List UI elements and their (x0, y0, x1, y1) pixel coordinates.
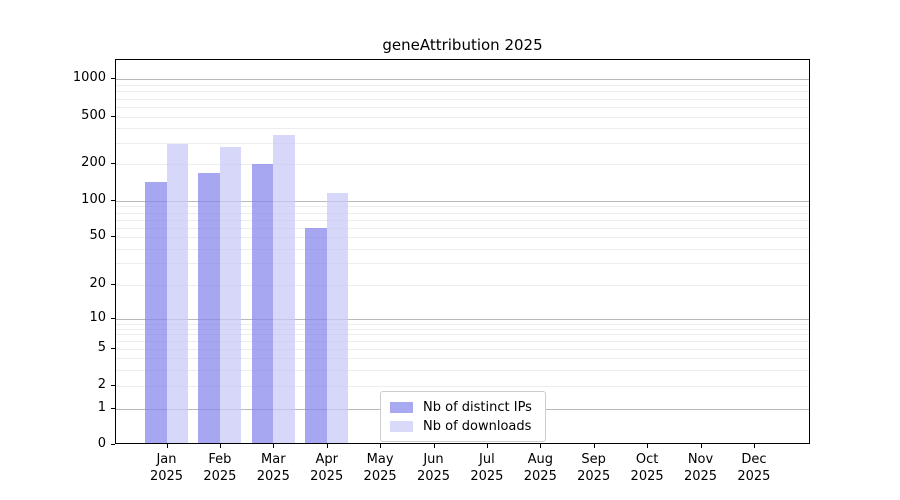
gridline-y-60 (116, 227, 809, 229)
bar-distinct-ips-apr (305, 228, 327, 443)
gridline-y-6 (116, 341, 809, 343)
x-tick-jul (486, 444, 488, 448)
y-tick-label-10: 10 (89, 310, 106, 325)
gridline-y-700 (116, 98, 809, 100)
y-tick-1 (111, 408, 115, 409)
x-tick-label-jul: Jul 2025 (470, 452, 504, 484)
y-tick-label-500: 500 (81, 108, 106, 123)
y-tick-label-0: 0 (97, 436, 106, 451)
x-tick-label-aug: Aug 2025 (523, 452, 557, 484)
gridline-y-600 (116, 107, 809, 108)
x-tick-label-mar: Mar 2025 (256, 452, 290, 484)
y-tick-label-20: 20 (89, 275, 106, 291)
legend-label-downloads: Nb of downloads (423, 419, 532, 434)
x-tick-apr (326, 444, 328, 448)
x-tick-label-sep: Sep 2025 (577, 452, 611, 484)
gridline-y-10 (116, 319, 809, 320)
gridline-y-100 (116, 201, 809, 202)
legend-swatch-downloads (390, 421, 413, 432)
y-tick-label-5: 5 (97, 340, 106, 355)
y-tick-1000 (111, 78, 115, 79)
plot-area: Nb of distinct IPs Nb of downloads (115, 59, 810, 444)
gridline-y-800 (116, 91, 809, 93)
x-tick-oct (647, 444, 649, 448)
gridline-y-4 (116, 358, 809, 359)
bar-downloads-jan (166, 143, 188, 443)
gridline-y-1000 (116, 79, 809, 80)
x-tick-nov (700, 444, 702, 448)
x-tick-label-jun: Jun 2025 (416, 452, 451, 484)
y-tick-2 (111, 385, 115, 386)
gridline-y-900 (116, 84, 809, 86)
gridline-y-400 (116, 128, 809, 130)
gridline-y-7 (116, 334, 809, 336)
y-tick-label-50: 50 (89, 228, 106, 243)
y-tick-200 (111, 163, 115, 164)
gridline-y-30 (116, 263, 809, 265)
bar-downloads-feb (219, 146, 242, 443)
y-tick-500 (111, 116, 115, 117)
gridline-y-2 (116, 386, 809, 387)
gridline-y-3 (116, 369, 809, 371)
gridline-y-8 (116, 328, 809, 330)
bar-downloads-apr (326, 192, 349, 443)
x-tick-label-nov: Nov 2025 (683, 452, 718, 484)
legend-item-downloads: Nb of downloads (390, 417, 537, 436)
gridline-y-80 (116, 212, 809, 214)
y-tick-label-100: 100 (81, 192, 106, 207)
gridline-y-40 (116, 248, 809, 250)
x-tick-label-jan: Jan 2025 (149, 452, 184, 484)
legend-swatch-distinct-ips (390, 402, 413, 413)
gridline-y-200 (116, 164, 809, 165)
x-tick-sep (593, 444, 595, 448)
y-tick-100 (111, 200, 115, 201)
gridline-y-300 (116, 143, 809, 145)
x-tick-label-apr: Apr 2025 (310, 452, 344, 484)
gridline-y-9 (116, 323, 809, 325)
y-tick-label-1: 1 (97, 400, 106, 415)
x-tick-may (380, 444, 382, 448)
bar-distinct-ips-feb (198, 173, 220, 443)
x-tick-mar (273, 444, 275, 448)
x-tick-label-dec: Dec 2025 (737, 452, 771, 484)
x-tick-jan (166, 444, 168, 448)
y-tick-50 (111, 236, 115, 237)
gridline-y-5 (116, 349, 809, 350)
y-tick-label-1000: 1000 (72, 70, 106, 85)
y-tick-label-200: 200 (81, 155, 106, 170)
bar-downloads-mar (273, 134, 295, 443)
bar-distinct-ips-mar (251, 163, 274, 443)
gridline-y-70 (116, 219, 809, 221)
legend-label-distinct-ips: Nb of distinct IPs (423, 400, 532, 415)
y-tick-10 (111, 318, 115, 319)
x-tick-dec (753, 444, 755, 448)
chart-title: geneAttribution 2025 (382, 36, 543, 54)
y-tick-20 (111, 283, 115, 285)
x-tick-aug (540, 444, 542, 448)
y-tick-label-2: 2 (97, 377, 106, 392)
x-tick-jun (433, 444, 435, 448)
legend: Nb of distinct IPs Nb of downloads (380, 391, 546, 442)
gridline-y-500 (116, 117, 809, 118)
x-tick-label-feb: Feb 2025 (203, 452, 237, 484)
x-tick-label-oct: Oct 2025 (630, 452, 664, 484)
bar-distinct-ips-jan (145, 182, 167, 443)
gridline-y-20 (116, 284, 809, 286)
x-tick-feb (219, 444, 221, 448)
legend-item-distinct-ips: Nb of distinct IPs (390, 398, 537, 417)
gridline-y-90 (116, 206, 809, 208)
gridline-y-50 (116, 237, 809, 238)
y-tick-0 (111, 444, 115, 445)
x-tick-label-may: May 2025 (363, 452, 397, 484)
y-tick-5 (111, 348, 115, 349)
